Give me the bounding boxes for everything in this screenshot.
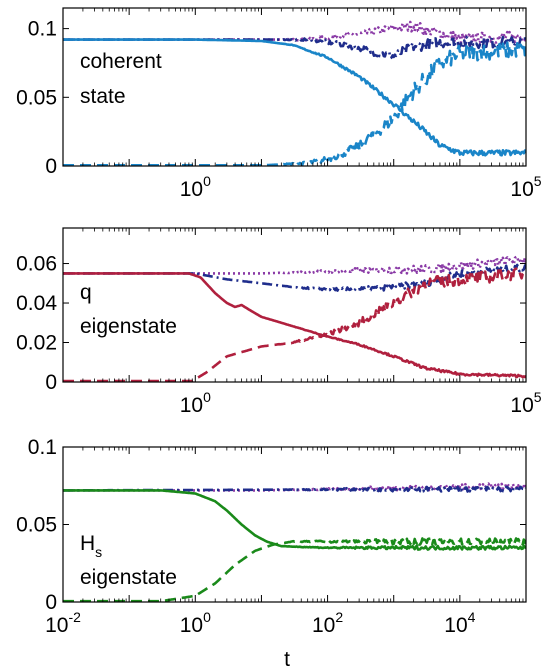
series-solid-curve: [63, 272, 526, 379]
annotation-label: Hs: [80, 532, 102, 560]
series-solid-curve: [63, 38, 526, 157]
y-tick-label: 0.04: [16, 292, 57, 315]
y-tick-label: 0.02: [16, 332, 57, 355]
x-tick-label: 100: [180, 609, 211, 637]
annotation-label: q: [80, 281, 92, 304]
y-tick-label: 0.1: [28, 436, 57, 459]
y-tick-label: 0: [45, 371, 57, 394]
x-tick-label: 10-2: [45, 609, 81, 637]
axes-frame: [62, 227, 527, 383]
y-tick-label: 0: [45, 155, 57, 178]
x-tick-label: 105: [510, 389, 541, 417]
x-tick-label: 105: [510, 173, 541, 201]
series-solid-curve: [63, 489, 526, 551]
axes-frame: [62, 7, 527, 167]
y-tick-label: 0.05: [16, 514, 57, 537]
annotation-label: state: [80, 85, 126, 108]
y-tick-label: 0.1: [28, 18, 57, 41]
annotation-label: eigenstate: [80, 566, 177, 589]
x-tick-label: 102: [312, 609, 343, 637]
x-tick-label: 100: [180, 173, 211, 201]
series-dashed-curve: [63, 537, 526, 602]
y-tick-label: 0.05: [16, 86, 57, 109]
x-tick-label: 100: [180, 389, 211, 417]
y-tick-label: 0.06: [16, 253, 57, 276]
x-tick-label: 104: [444, 609, 475, 637]
x-axis-label: t: [284, 648, 290, 671]
series-dotted-curve: [63, 255, 526, 275]
y-tick-label: 0: [45, 591, 57, 614]
series-dashed-curve: [63, 267, 526, 382]
annotation-label: coherent: [80, 50, 162, 73]
annotation-label: eigenstate: [80, 315, 177, 338]
panel-2: 0 0.02 0.04 0.06 100 105 q eigenstate: [16, 227, 542, 417]
panel-3: 0 0.05 0.1 10-2 100 102 104 Hs eigenstate: [16, 436, 527, 637]
series-dashed-curve: [63, 41, 526, 166]
series-dashdot-curve: [63, 485, 526, 493]
panel-1: 0 0.05 0.1 100 105 coherent state: [16, 7, 542, 201]
